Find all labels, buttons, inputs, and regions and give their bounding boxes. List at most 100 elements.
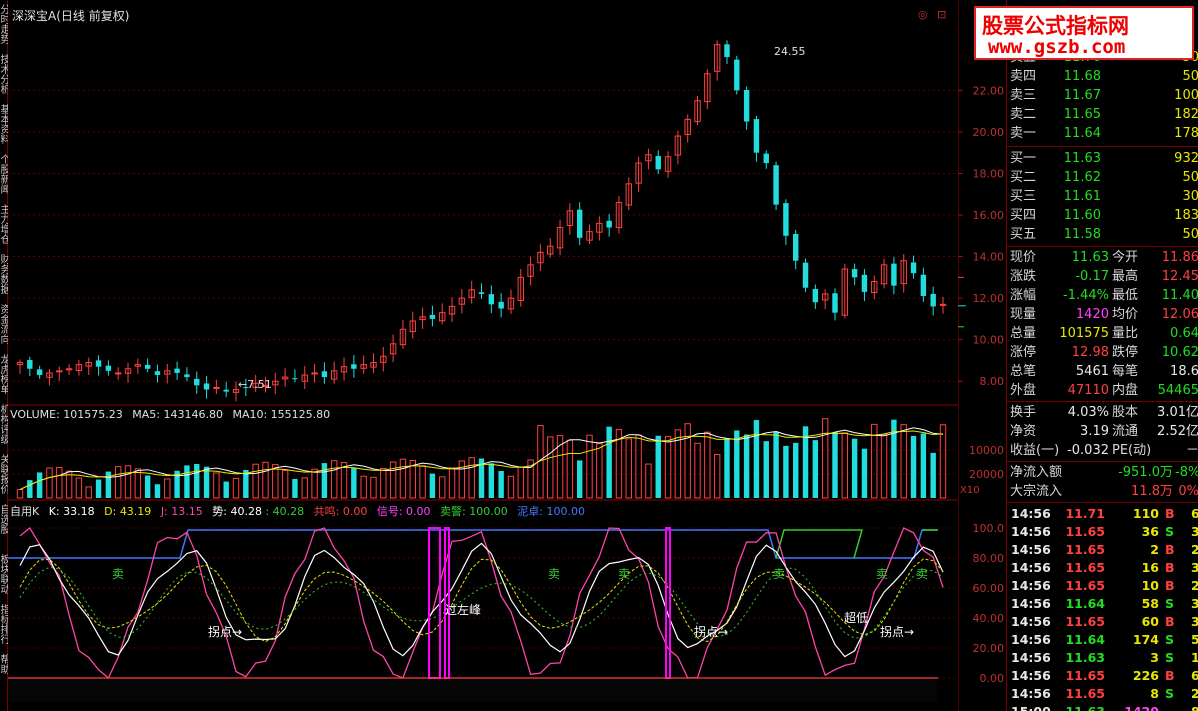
price-tick-label: 14.00 <box>973 251 1005 264</box>
k-value: K: 33.18 <box>48 505 95 518</box>
candle-body <box>939 303 947 306</box>
ask-row[interactable]: 卖四 11.68 50 <box>1007 67 1198 86</box>
volume-bar <box>734 430 740 498</box>
flow-value: -951.0万 <box>1118 465 1173 480</box>
bid-row[interactable]: 买三 11.61 30 <box>1007 187 1198 206</box>
sidebar-item-13[interactable]: 帮助 <box>0 654 8 674</box>
sell-signal-label: 卖 <box>876 567 888 581</box>
candle-body <box>409 320 416 333</box>
sidebar-item-4[interactable]: 主力增仓 <box>0 204 8 244</box>
candle-body <box>448 305 456 315</box>
candle-body <box>920 274 927 297</box>
sidebar-item-10[interactable]: 自选股 <box>0 504 8 534</box>
sidebar-item-0[interactable]: 分时走势 <box>0 4 8 44</box>
candle-body <box>65 368 73 371</box>
quote-value: -0.032 <box>1067 443 1109 458</box>
quote-row: 涨跌 -0.17 最高 12.45 <box>1007 267 1198 286</box>
indicator-tick-label: 40.00 <box>973 612 1005 625</box>
volume-bar <box>174 470 180 498</box>
candle-body <box>871 280 878 293</box>
candle-body <box>753 119 760 153</box>
quote-label: 每笔 <box>1112 364 1139 379</box>
sidebar-item-7[interactable]: 龙虎榜单 <box>0 354 8 394</box>
quote-label: 收益(一) <box>1010 443 1060 458</box>
bid-row[interactable]: 买一 11.63 932 <box>1007 149 1198 168</box>
candle-body <box>85 362 92 367</box>
tick-side: B <box>1165 578 1175 593</box>
volume-bar <box>46 467 53 499</box>
quote-label: 换手 <box>1010 405 1037 420</box>
window-icons[interactable]: ◎ ⊡ <box>918 8 950 21</box>
volume-bar <box>498 470 504 498</box>
candle-body <box>439 312 446 322</box>
quote-value: 0.64 <box>1170 326 1198 341</box>
tick-volume: 3 <box>1150 650 1159 665</box>
quote-label: 流通 <box>1112 424 1139 439</box>
volume-bar <box>164 478 171 499</box>
candle-body <box>576 209 583 238</box>
tick-time: 14:56 <box>1011 614 1051 629</box>
tick-volume: 110 <box>1132 506 1159 521</box>
volume-bar <box>105 471 112 498</box>
volume-bar <box>517 466 524 499</box>
quote-value: 18.6 <box>1170 364 1198 379</box>
volume-bar <box>645 463 652 499</box>
indicator-tick-label: 80.00 <box>973 552 1005 565</box>
ask-row[interactable]: 卖二 11.65 182 <box>1007 105 1198 124</box>
volume-bar <box>351 468 357 498</box>
candle-body <box>664 156 672 172</box>
candle-body <box>900 260 907 285</box>
volume-bar <box>851 438 858 498</box>
sidebar-item-3[interactable]: 个股新闻 <box>0 154 8 194</box>
quote-row: 涨幅 -1.44% 最低 11.40 <box>1007 286 1198 305</box>
j-line <box>19 527 944 680</box>
quote-label: 今开 <box>1112 250 1139 265</box>
quote-value: 11.63 <box>1071 250 1109 265</box>
sidebar-item-2[interactable]: 基本资料 <box>0 104 8 144</box>
sidebar-item-9[interactable]: 关联报价 <box>0 454 8 494</box>
sidebar-item-12[interactable]: 指标排行 <box>0 604 8 644</box>
indicator-footer-band <box>8 680 938 702</box>
volume-bar <box>36 472 43 498</box>
candle-body <box>16 362 24 366</box>
quote-value: -0.17 <box>1075 269 1109 284</box>
indicator-name[interactable]: 自用K <box>10 505 40 518</box>
candle-body <box>311 372 318 375</box>
candle-body <box>556 226 564 249</box>
quote-label: 跌停 <box>1112 345 1139 360</box>
candle-body <box>713 44 721 72</box>
shi-value: 势: 40.28 <box>212 505 262 518</box>
sidebar-item-8[interactable]: 机构评级 <box>0 404 8 444</box>
sidebar-item-6[interactable]: 资金流向 <box>0 304 8 344</box>
volume-bar <box>321 463 328 498</box>
volume-bar <box>812 440 819 498</box>
bid-row[interactable]: 买四 11.60 183 <box>1007 206 1198 225</box>
quote-label: PE(动) <box>1112 443 1152 458</box>
bid-row[interactable]: 买二 11.62 50 <box>1007 168 1198 187</box>
volume-bar <box>439 476 446 499</box>
sell-signal-label: 卖 <box>548 567 560 581</box>
bid-row[interactable]: 买五 11.58 50 <box>1007 225 1198 244</box>
quote-value: 12.45 <box>1161 269 1198 284</box>
tick-row: 14:56 11.65 8 S 2 <box>1007 685 1198 703</box>
volume-tick-label: 20000 <box>969 468 1004 481</box>
ask-row[interactable]: 卖一 11.64 178 <box>1007 124 1198 143</box>
tick-count: 3 <box>1191 524 1198 539</box>
candle-body <box>645 154 652 162</box>
tick-volume: 16 <box>1141 560 1159 575</box>
quote-value: -1.44% <box>1063 288 1109 303</box>
volume-legend: VOLUME: 101575.23 MA5: 143146.80 MA10: 1… <box>10 408 336 421</box>
candle-body <box>331 370 338 380</box>
sidebar-item-5[interactable]: 财务数据 <box>0 254 8 294</box>
volume-bar <box>910 435 917 498</box>
candle-body <box>75 364 83 372</box>
sidebar-item-1[interactable]: 技术分析 <box>0 54 8 94</box>
k-line <box>19 542 944 658</box>
candle-body <box>292 378 298 380</box>
ask-row[interactable]: 卖三 11.67 100 <box>1007 86 1198 105</box>
sidebar-item-11[interactable]: 板块联动 <box>0 554 8 594</box>
candle-body <box>694 100 701 123</box>
volume-bar <box>939 424 947 499</box>
quote-value: 3.01亿 <box>1157 405 1198 420</box>
